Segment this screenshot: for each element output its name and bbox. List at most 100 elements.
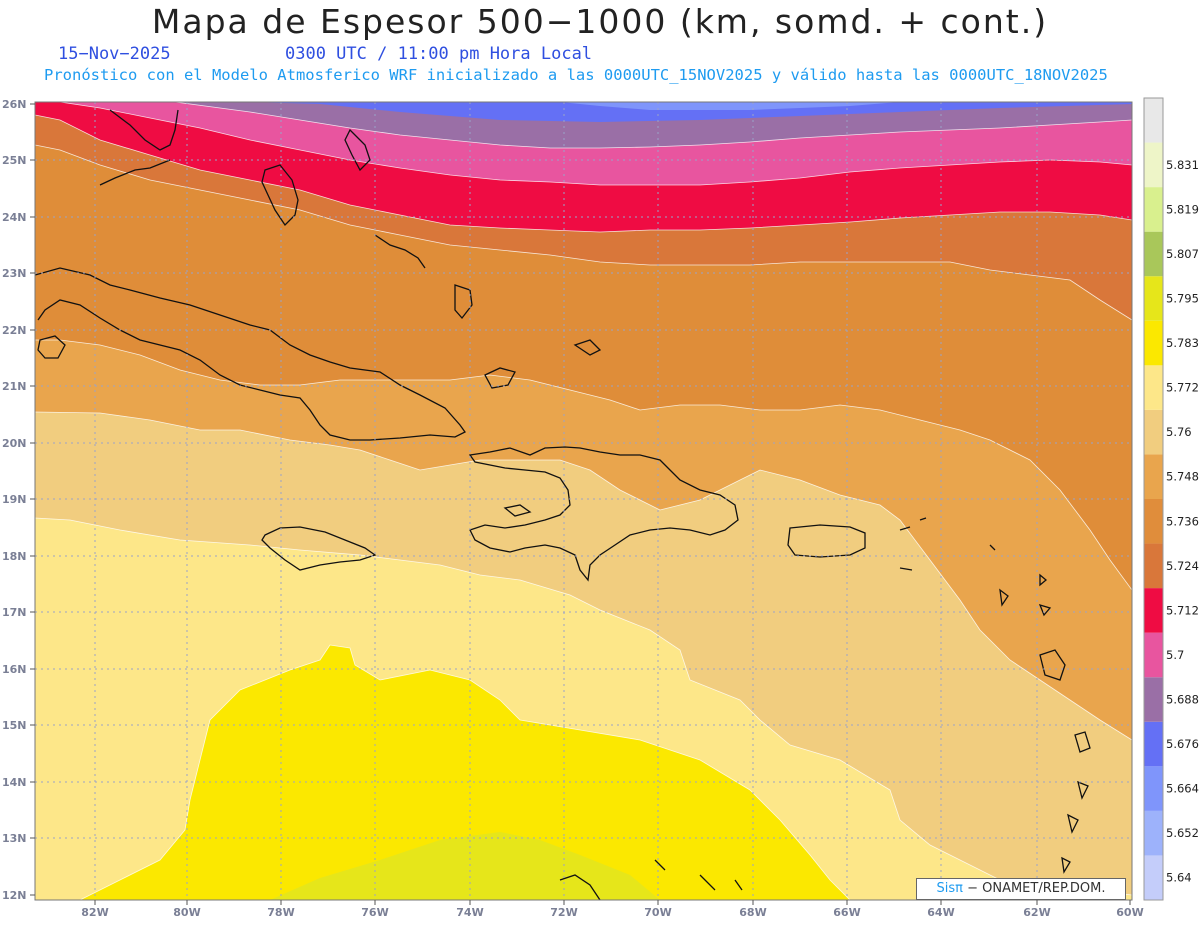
lat-label: 26N bbox=[2, 98, 27, 111]
lat-label: 14N bbox=[2, 776, 27, 789]
dutch-antilles bbox=[559, 859, 743, 900]
colorbar-swatch bbox=[1144, 543, 1163, 589]
forecast-time: 0300 UTC / 11:00 pm Hora Local bbox=[285, 44, 593, 64]
band-5-652 bbox=[560, 102, 900, 110]
colorbar-label: 5.652 bbox=[1166, 826, 1199, 840]
colorbar-label: 5.772 bbox=[1166, 381, 1199, 395]
lat-label: 24N bbox=[2, 211, 27, 224]
colorbar-swatch bbox=[1144, 231, 1163, 277]
colorbar-swatch bbox=[1144, 499, 1163, 544]
colorbar-swatch bbox=[1144, 855, 1163, 900]
coastlines bbox=[35, 109, 1091, 900]
colorbar-swatch bbox=[1144, 365, 1163, 410]
lon-label: 78W bbox=[267, 906, 294, 919]
colorbar-swatch bbox=[1144, 276, 1163, 321]
forecast-date: 15−Nov−2025 bbox=[58, 44, 171, 64]
plot-frame bbox=[34, 101, 1133, 901]
florida-coast bbox=[109, 109, 179, 151]
colorbar-swatch bbox=[1144, 454, 1163, 499]
contour-lines bbox=[35, 102, 1132, 900]
colorbar-swatch bbox=[1144, 632, 1163, 678]
lat-label: 17N bbox=[2, 606, 27, 619]
lat-label: 21N bbox=[2, 380, 27, 393]
forecast-subtitle: Pronóstico con el Modelo Atmosferico WRF… bbox=[44, 66, 1108, 84]
colorbar-label: 5.7 bbox=[1166, 648, 1184, 662]
band-5-676 bbox=[175, 102, 1132, 148]
colorbar-swatch bbox=[1144, 677, 1163, 722]
lon-label: 66W bbox=[833, 906, 860, 919]
lon-label: 68W bbox=[739, 906, 766, 919]
jamaica-coast bbox=[261, 526, 377, 571]
colorbar-swatch bbox=[1144, 721, 1163, 767]
bahamas-acklins bbox=[454, 284, 473, 320]
bahamas-andros bbox=[261, 164, 299, 227]
lon-label: 82W bbox=[81, 906, 108, 919]
latitude-axis: 26N 25N 24N 23N 22N 21N 20N 19N 18N 17N 16N 15N 14N 1… bbox=[2, 98, 35, 902]
leeward-islands bbox=[989, 544, 1052, 617]
lon-label: 72W bbox=[550, 906, 577, 919]
hispaniola-coast bbox=[468, 446, 739, 582]
colorbar-label: 5.724 bbox=[1166, 559, 1199, 573]
virgin-islands bbox=[899, 517, 927, 571]
lat-label: 13N bbox=[2, 832, 27, 845]
colorbar-label: 5.831 bbox=[1166, 158, 1199, 172]
colorbar-swatch bbox=[1144, 98, 1163, 143]
colorbar-label: 5.676 bbox=[1166, 737, 1199, 751]
lon-label: 62W bbox=[1023, 906, 1050, 919]
colorbar-label: 5.807 bbox=[1166, 247, 1199, 261]
cuba-coast bbox=[35, 267, 466, 441]
colorbar-swatch bbox=[1144, 409, 1163, 455]
colorbar-swatch bbox=[1144, 810, 1163, 856]
credit-text: − ONAMET/REP.DOM. bbox=[962, 881, 1106, 896]
credit-brand: Sisπ bbox=[936, 881, 963, 896]
colorbar-label: 5.664 bbox=[1166, 782, 1199, 796]
band-5-664 bbox=[250, 102, 1132, 122]
band-5-783 bbox=[270, 832, 660, 900]
colorbar-label: 5.688 bbox=[1166, 693, 1199, 707]
colorbar-label: 5.76 bbox=[1166, 425, 1192, 439]
lat-label: 20N bbox=[2, 437, 27, 450]
lat-label: 22N bbox=[2, 324, 27, 337]
colorbar-swatch bbox=[1144, 588, 1163, 633]
map-title: Mapa de Espesor 500−1000 (km, somd. + co… bbox=[151, 2, 1049, 41]
lat-label: 15N bbox=[2, 719, 27, 732]
bahamas-inagua bbox=[484, 367, 516, 389]
lon-label: 80W bbox=[173, 906, 200, 919]
antilles-arc bbox=[1039, 649, 1091, 874]
lat-label: 25N bbox=[2, 154, 27, 167]
turks-caicos bbox=[573, 339, 602, 356]
lat-label: 12N bbox=[2, 889, 27, 902]
gonave-island bbox=[503, 504, 532, 517]
colorbar-swatch bbox=[1144, 142, 1163, 188]
colorbar-swatch bbox=[1144, 320, 1163, 366]
colorbar-label: 5.736 bbox=[1166, 514, 1199, 528]
colorbar-label: 5.712 bbox=[1166, 603, 1199, 617]
colorbar: 5.64 5.652 5.664 5.676 5.688 5.7 5.712 5.724 5.7… bbox=[1143, 97, 1199, 901]
puerto-rico-coast bbox=[787, 524, 866, 558]
isla-juventud bbox=[37, 335, 66, 359]
lon-label: 70W bbox=[644, 906, 671, 919]
colorbar-label: 5.819 bbox=[1166, 202, 1199, 216]
longitude-axis: 82W 80W 78W 76W 74W 72W 70W 68W 66W 64W 62W 60W bbox=[81, 900, 1144, 919]
florida-keys bbox=[99, 159, 171, 186]
lon-label: 60W bbox=[1116, 906, 1143, 919]
band-5-772 bbox=[80, 645, 850, 900]
colorbar-label: 5.795 bbox=[1166, 292, 1199, 306]
lon-label: 64W bbox=[927, 906, 954, 919]
lat-label: 19N bbox=[2, 493, 27, 506]
lon-label: 74W bbox=[456, 906, 483, 919]
colorbar-swatch bbox=[1144, 766, 1163, 811]
colorbar-label: 5.748 bbox=[1166, 470, 1199, 484]
colorbar-swatch bbox=[1144, 187, 1163, 232]
thickness-bands bbox=[35, 102, 1132, 900]
colorbar-label: 5.783 bbox=[1166, 336, 1199, 350]
bahamas-chain bbox=[374, 234, 426, 269]
colorbar-label: 5.64 bbox=[1166, 871, 1192, 885]
colorbar-frame bbox=[1143, 97, 1164, 901]
credit-box: Sisπ − ONAMET/REP.DOM. bbox=[916, 878, 1126, 900]
lat-label: 23N bbox=[2, 267, 27, 280]
graticule bbox=[35, 102, 1132, 900]
bahamas-abaco bbox=[344, 128, 371, 172]
lat-label: 18N bbox=[2, 550, 27, 563]
